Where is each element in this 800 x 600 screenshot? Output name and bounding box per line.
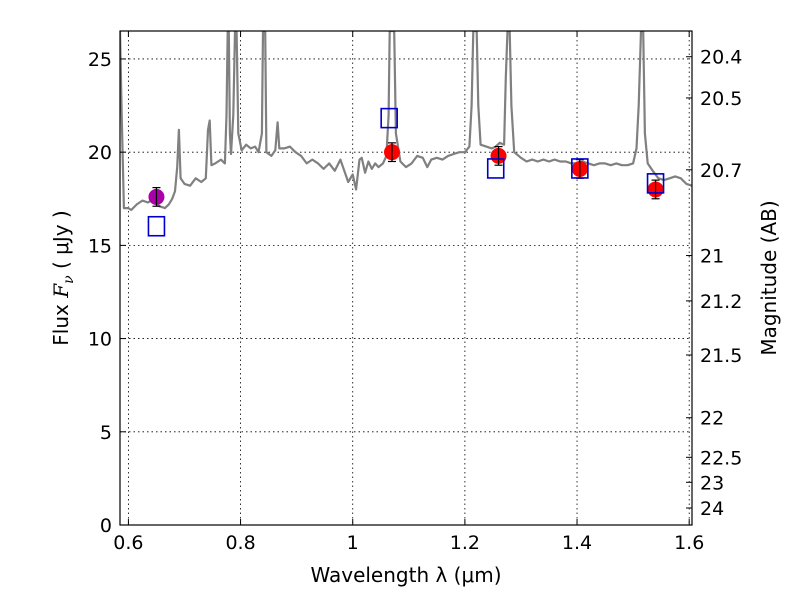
y2-tick-label: 24 [700,498,724,520]
y2-tick-label: 20.5 [700,88,742,110]
spectrum-layer [120,31,692,212]
y-tick-label: 10 [88,329,112,351]
y2-tick-label: 20.7 [700,160,742,182]
y2-tick-label: 21.5 [700,345,742,367]
grid-lines [120,31,692,525]
x-tick-label: 1.2 [450,532,480,554]
y2-tick-label: 20.4 [700,47,742,69]
x-tick-label: 1 [347,532,359,554]
y-tick-label: 20 [88,142,112,164]
y2-tick-label: 22 [700,408,724,430]
x-tick-label: 1.4 [562,532,592,554]
y-tick-label: 25 [88,49,112,71]
x-axis-label: Wavelength λ (μm) [310,563,501,587]
y-tick-label: 0 [100,515,112,537]
model-square-marker [571,158,589,179]
y2-tick-label: 21 [700,246,724,268]
spectrum-line [120,31,692,212]
y-ticks: 0 5 10 15 20 25 [88,49,126,537]
y-tick-label: 5 [100,422,112,444]
y-axis-label: Flux Fν ( μJy ) [49,210,77,345]
x-tick-label: 1.6 [674,532,704,554]
x-tick-label: 0.6 [113,532,143,554]
model-square-marker [147,215,166,237]
y2-tick-label: 23 [700,472,724,494]
y2-tick-label: 22.5 [700,447,742,469]
plot-frame [119,30,693,526]
x-tick-label: 0.8 [225,532,255,554]
photometry-points [147,107,665,237]
model-square-marker [380,107,398,129]
x-ticks: 0.6 0.8 1 1.2 1.4 1.6 [113,31,704,554]
model-square-marker [646,173,665,194]
model-square-marker [486,158,505,179]
y2-tick-label: 21.2 [700,291,742,313]
y2-ticks: 20.4 20.5 20.7 21 21.2 21.5 22 22.5 23 24 [686,47,742,520]
y-tick-label: 15 [88,235,112,257]
y2-axis-label: Magnitude (AB) [757,200,781,355]
